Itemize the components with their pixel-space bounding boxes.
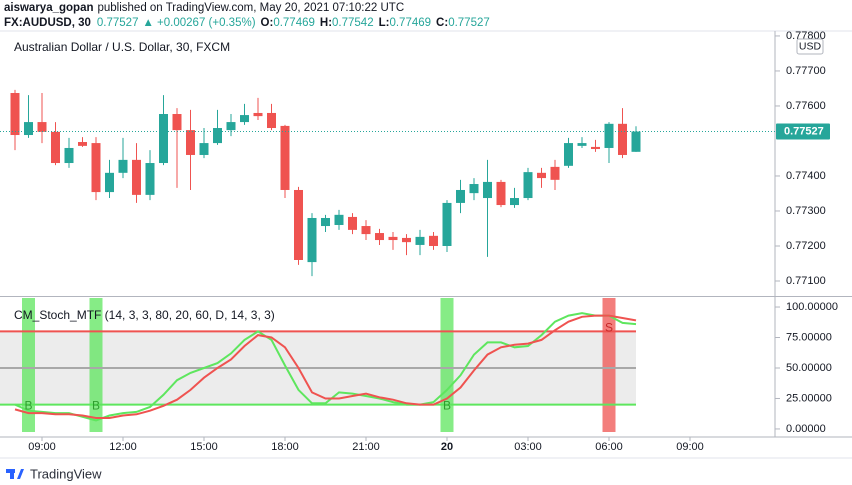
header-line1: aiswarya_gopan published on TradingView.c… — [4, 2, 404, 14]
chart-title: Australian Dollar / U.S. Dollar, 30, FXC… — [14, 40, 230, 54]
candle-body — [226, 122, 236, 131]
candle-body — [496, 181, 506, 206]
candle-body — [550, 166, 560, 180]
ohlc-value: 0.77469 — [389, 17, 431, 29]
candle-body — [388, 236, 398, 241]
x-tick-label: 09:00 — [28, 441, 56, 453]
candle-body — [51, 131, 60, 164]
last-price-label: 0.77527 — [784, 125, 824, 137]
candle-body — [172, 114, 182, 131]
y-tick-label: 0.77200 — [786, 240, 826, 252]
candle-body — [186, 130, 195, 155]
y-tick-label: 0.77600 — [786, 100, 826, 112]
candle-body — [442, 202, 452, 246]
ohlc-key: L: — [379, 17, 390, 29]
candle-body — [510, 198, 519, 206]
signal-label: B — [443, 399, 451, 413]
ohlc-value: 0.77469 — [273, 17, 315, 29]
y-tick-label: 75.00000 — [786, 331, 832, 343]
y-tick-label: 0.00000 — [786, 423, 826, 435]
candle-body — [415, 236, 425, 245]
last-price-box — [776, 123, 830, 140]
signal-label: B — [92, 399, 100, 413]
ohlc-key: H: — [320, 17, 332, 29]
y-tick-label: 0.77300 — [786, 205, 826, 217]
candle-body — [267, 112, 276, 129]
x-tick-label: 21:00 — [352, 441, 380, 453]
candle-body — [483, 181, 492, 199]
candle-body — [213, 128, 222, 144]
candle-body — [348, 216, 357, 230]
indicator-title: CM_Stoch_MTF (14, 3, 3, 80, 20, 60, D, 1… — [14, 308, 275, 322]
candle-body — [402, 237, 411, 243]
logo-part — [17, 469, 24, 479]
x-tick-label: 20 — [441, 441, 453, 453]
candle-body — [537, 172, 546, 179]
candle-body — [37, 122, 47, 132]
ohlc-value: 0.77542 — [332, 17, 374, 29]
x-tick-label: 09:00 — [676, 441, 704, 453]
price: 0.77527 — [97, 17, 139, 29]
stoch-line — [14, 314, 637, 419]
candle-body — [375, 233, 384, 241]
x-tick-label: 18:00 — [271, 441, 299, 453]
author: aiswarya_gopan — [4, 2, 93, 14]
header-line2: FX:AUDUSD, 30 0.77527 ▲ +0.00267 (+0.35%) O… — [4, 17, 490, 29]
y-tick-label: 0.77700 — [786, 65, 826, 77]
candle-body — [64, 147, 74, 164]
currency-label: USD — [799, 40, 822, 52]
candle-body — [469, 184, 479, 194]
ohlc-key: O: — [261, 17, 274, 29]
candle-body — [132, 159, 141, 195]
x-tick-label: 03:00 — [514, 441, 542, 453]
x-tick-label: 12:00 — [109, 441, 137, 453]
candle-body — [456, 189, 465, 203]
brand: TradingView — [30, 466, 102, 481]
candle-body — [294, 189, 303, 260]
candle-body — [199, 143, 209, 155]
signal-label: S — [605, 321, 613, 335]
brand-logo — [6, 469, 24, 479]
candle-body — [159, 114, 168, 164]
candle-body — [280, 125, 290, 190]
x-tick-label: 15:00 — [190, 441, 218, 453]
candle-body — [91, 143, 101, 193]
y-tick-label: 100.00000 — [786, 301, 838, 313]
candle-body — [429, 235, 438, 246]
currency-box — [796, 38, 824, 55]
ohlc-key: C: — [436, 17, 448, 29]
ohlc-value: 0.77527 — [448, 17, 490, 29]
candle-body — [240, 115, 249, 123]
candle-body — [253, 112, 263, 117]
signal-label: B — [24, 399, 32, 413]
candle-body — [307, 217, 317, 263]
candle-body — [118, 159, 128, 173]
y-tick-label: 0.77100 — [786, 275, 826, 287]
published: published on TradingView.com, May 20, 20… — [97, 2, 404, 14]
candle-body — [10, 93, 20, 136]
change: ▲ +0.00267 (+0.35%) — [142, 17, 255, 29]
candle-body — [334, 214, 344, 225]
candle-body — [321, 217, 330, 227]
candle-body — [604, 123, 614, 148]
candle-body — [631, 131, 641, 152]
x-tick-label: 06:00 — [595, 441, 623, 453]
candle-body — [24, 122, 33, 136]
logo-part — [10, 469, 14, 479]
candle-body — [78, 142, 87, 146]
symbol: FX:AUDUSD, 30 — [4, 17, 91, 29]
candle-body — [361, 226, 371, 235]
candle-body — [577, 143, 587, 146]
candle-body — [618, 123, 627, 155]
y-tick-label: 0.77400 — [786, 170, 826, 182]
candle-body — [564, 143, 573, 166]
candle-body — [145, 163, 155, 195]
candle-body — [523, 172, 533, 199]
candle-body — [591, 146, 600, 150]
y-tick-label: 25.00000 — [786, 392, 832, 404]
y-tick-label: 50.00000 — [786, 362, 832, 374]
candle-body — [105, 172, 114, 193]
